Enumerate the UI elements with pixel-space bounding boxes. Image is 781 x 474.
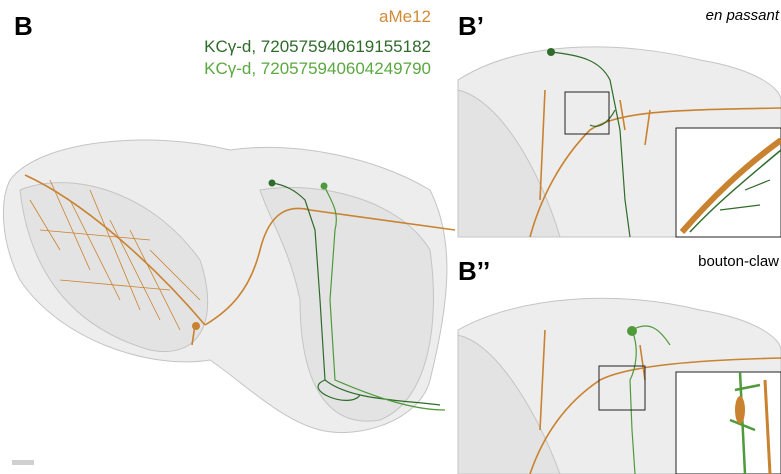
panel-b2-render xyxy=(457,297,781,474)
panel-label: B xyxy=(14,11,33,41)
panel-b-render xyxy=(3,139,456,465)
panel-b1-render xyxy=(457,46,781,238)
legend-entry: KCγ-d, 720575940619155182 xyxy=(204,37,431,56)
panel-caption: en passant xyxy=(706,7,780,24)
soma xyxy=(192,322,200,330)
panel-label: B’ xyxy=(458,11,484,41)
legend-entry: aMe12 xyxy=(379,7,431,26)
panel-caption: bouton-claw xyxy=(698,253,779,270)
legend-entry: KCγ-d, 720575940604249790 xyxy=(204,59,431,78)
panel-label: B’’ xyxy=(458,256,490,286)
